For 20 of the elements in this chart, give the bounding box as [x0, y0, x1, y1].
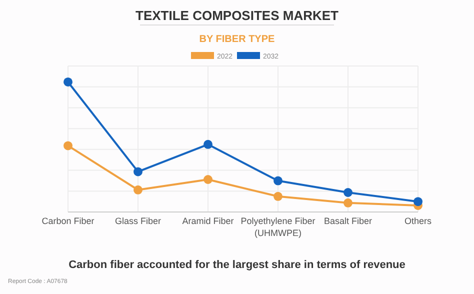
point — [414, 197, 422, 206]
point — [204, 140, 212, 149]
x-tick-label: Aramid Fiber — [182, 216, 234, 226]
point — [64, 77, 72, 86]
point — [134, 185, 142, 194]
chart-title: TEXTILE COMPOSITES MARKET — [136, 8, 339, 23]
point — [204, 175, 212, 184]
chart-subtitle: BY FIBER TYPE — [199, 34, 276, 45]
point — [344, 188, 352, 197]
x-tick-label: Carbon Fiber — [42, 216, 94, 226]
x-tick-label: Glass Fiber — [114, 216, 162, 226]
point — [64, 141, 72, 150]
x-tick-label: Basalt Fiber — [324, 216, 372, 226]
x-tick-label: Polyethylene Fiber (UHMWPE) — [240, 216, 316, 238]
point — [134, 167, 142, 176]
text: Carbon fiber accounted for the largest share in terms of revenue — [68, 259, 406, 271]
point — [344, 198, 352, 208]
point — [274, 176, 282, 186]
point — [274, 192, 282, 201]
x-tick-label: Others — [404, 216, 432, 226]
